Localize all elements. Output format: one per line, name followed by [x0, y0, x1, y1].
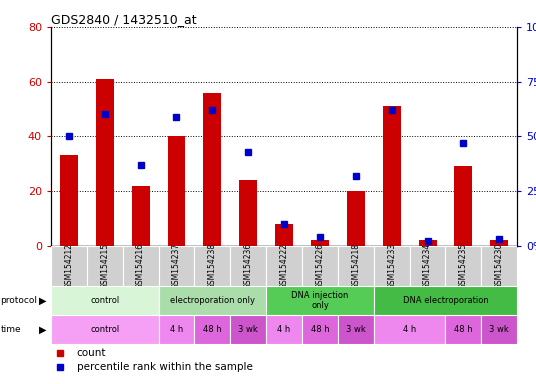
Bar	[266, 286, 374, 315]
Bar	[239, 180, 257, 246]
Text: electroporation only: electroporation only	[170, 296, 255, 305]
Text: GSM154218: GSM154218	[351, 243, 360, 289]
Text: GSM154216: GSM154216	[136, 243, 145, 289]
Bar	[87, 246, 123, 286]
Bar	[419, 240, 436, 246]
Bar	[338, 315, 374, 344]
Bar	[159, 286, 266, 315]
Bar	[490, 240, 508, 246]
Bar	[167, 136, 185, 246]
Text: control: control	[90, 296, 120, 305]
Bar	[445, 246, 481, 286]
Text: GSM154212: GSM154212	[64, 243, 73, 289]
Bar	[96, 79, 114, 246]
Text: 3 wk: 3 wk	[489, 325, 509, 334]
Bar	[159, 315, 195, 344]
Text: GSM154222: GSM154222	[280, 243, 288, 289]
Text: GSM154238: GSM154238	[208, 243, 217, 289]
Bar	[266, 246, 302, 286]
Text: GSM154233: GSM154233	[387, 243, 396, 289]
Bar	[123, 246, 159, 286]
Text: GSM154235: GSM154235	[459, 243, 468, 289]
Bar	[374, 286, 517, 315]
Text: GSM154226: GSM154226	[316, 243, 324, 289]
Text: 48 h: 48 h	[203, 325, 222, 334]
Bar	[311, 240, 329, 246]
Bar	[302, 315, 338, 344]
Bar	[338, 246, 374, 286]
Text: percentile rank within the sample: percentile rank within the sample	[77, 362, 252, 372]
Bar	[51, 286, 159, 315]
Bar	[195, 315, 230, 344]
Bar	[410, 246, 445, 286]
Bar	[347, 191, 365, 246]
Text: DNA injection
only: DNA injection only	[291, 291, 348, 310]
Bar	[51, 246, 87, 286]
Bar	[230, 246, 266, 286]
Text: 4 h: 4 h	[278, 325, 291, 334]
Bar	[302, 246, 338, 286]
Text: 4 h: 4 h	[170, 325, 183, 334]
Bar	[374, 246, 410, 286]
Bar	[383, 106, 401, 246]
Bar	[195, 246, 230, 286]
Text: GSM154230: GSM154230	[495, 243, 504, 289]
Text: ▶: ▶	[39, 295, 46, 306]
Bar	[455, 166, 472, 246]
Text: 3 wk: 3 wk	[346, 325, 366, 334]
Bar	[275, 224, 293, 246]
Text: control: control	[90, 325, 120, 334]
Bar	[374, 315, 445, 344]
Text: 48 h: 48 h	[454, 325, 473, 334]
Text: DNA electroporation: DNA electroporation	[403, 296, 488, 305]
Text: 4 h: 4 h	[403, 325, 416, 334]
Bar	[203, 93, 221, 246]
Bar	[132, 185, 150, 246]
Bar	[445, 315, 481, 344]
Text: ▶: ▶	[39, 324, 46, 334]
Bar	[60, 156, 78, 246]
Text: count: count	[77, 348, 106, 358]
Text: GSM154236: GSM154236	[244, 243, 252, 289]
Bar	[51, 315, 159, 344]
Text: protocol: protocol	[1, 296, 38, 305]
Text: time: time	[1, 325, 21, 334]
Bar	[481, 246, 517, 286]
Bar	[230, 315, 266, 344]
Text: GSM154234: GSM154234	[423, 243, 432, 289]
Bar	[266, 315, 302, 344]
Text: GSM154237: GSM154237	[172, 243, 181, 289]
Bar	[481, 315, 517, 344]
Text: 48 h: 48 h	[311, 325, 329, 334]
Text: GSM154215: GSM154215	[100, 243, 109, 289]
Text: 3 wk: 3 wk	[239, 325, 258, 334]
Bar	[159, 246, 195, 286]
Text: GDS2840 / 1432510_at: GDS2840 / 1432510_at	[51, 13, 197, 26]
